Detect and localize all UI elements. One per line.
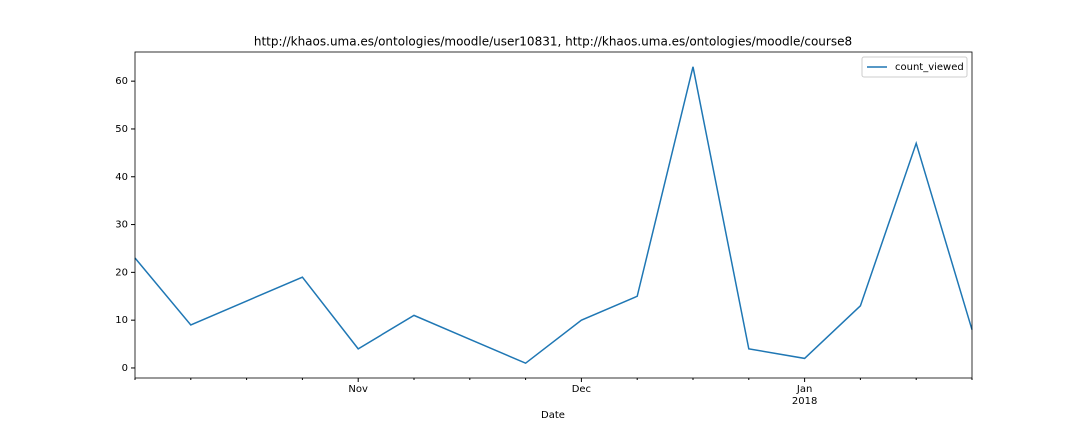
x-tick-label: Nov <box>348 384 368 395</box>
y-tick-label: 60 <box>115 76 128 87</box>
plot-frame <box>134 51 973 379</box>
chart-title: http://khaos.uma.es/ontologies/moodle/us… <box>254 35 852 49</box>
y-tick-label: 20 <box>115 267 128 278</box>
legend-label: count_viewed <box>895 62 964 73</box>
y-tick-label: 50 <box>115 124 128 135</box>
line-series <box>134 66 973 365</box>
y-tick-label: 10 <box>115 315 128 326</box>
y-tick-label: 40 <box>115 172 128 183</box>
legend-box <box>861 56 968 78</box>
y-tick-label: 30 <box>115 220 128 231</box>
x-tick-label: Dec <box>571 384 592 395</box>
x-axis-label: Date <box>541 410 565 421</box>
x-tick-label: Jan 2018 <box>791 384 818 407</box>
y-tick-label: 0 <box>122 363 128 374</box>
